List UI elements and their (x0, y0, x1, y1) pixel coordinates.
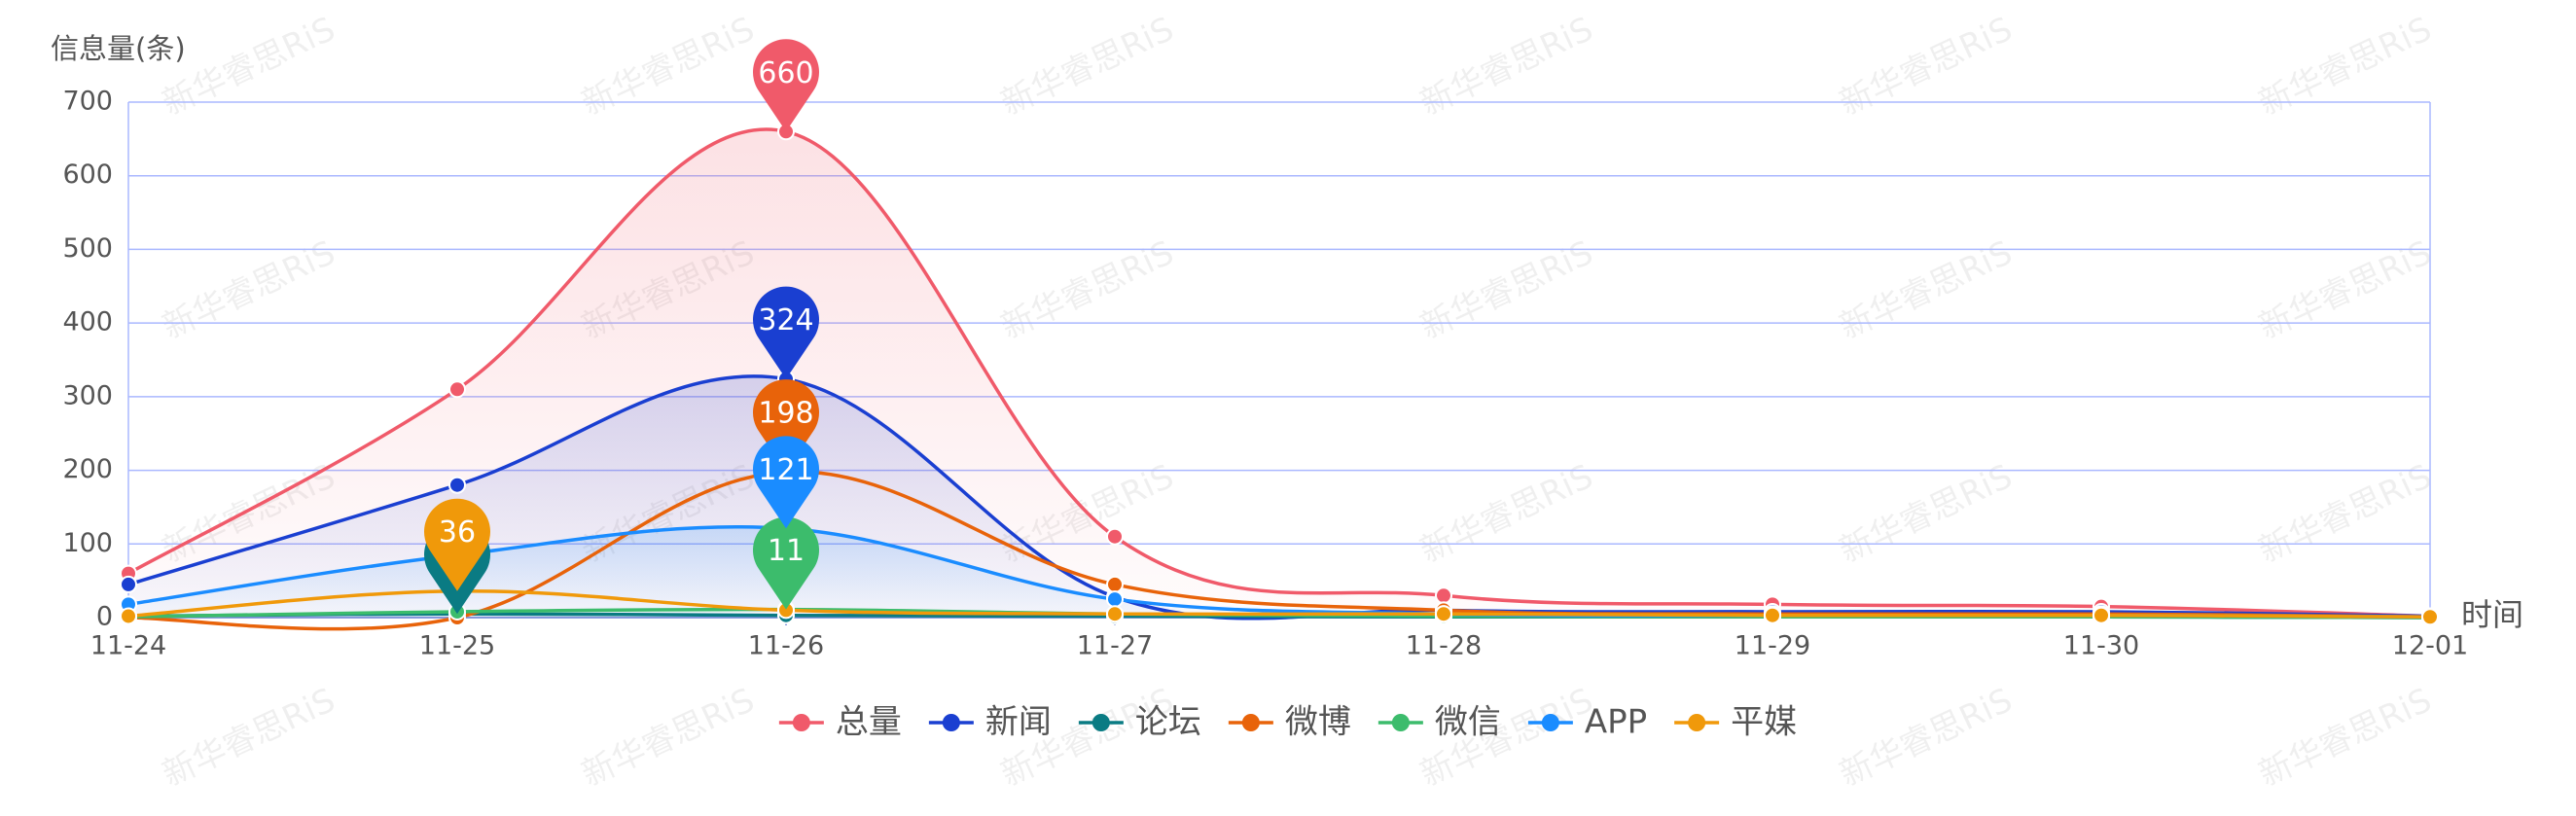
x-tick-label: 11-24 (90, 631, 166, 661)
legend-icon-dot (792, 714, 810, 731)
legend-label: 新闻 (985, 703, 1052, 742)
lines (127, 127, 2431, 631)
legend-label: 总量 (836, 703, 902, 742)
y-tick-label: 300 (62, 380, 113, 410)
x-tick-label: 11-26 (748, 631, 824, 661)
x-axis-name: 时间 (2461, 596, 2523, 633)
watermark: 新华睿思RiS (157, 10, 341, 124)
watermark: 新华睿思RiS (1834, 10, 2019, 124)
max-label: 121 (758, 453, 813, 487)
legend: 总量 新闻 论坛 微博 微信 APP 平媒 (778, 703, 1797, 742)
x-tick-label: 11-27 (1077, 631, 1153, 661)
legend-label: 微博 (1285, 703, 1351, 742)
legend-icon-dot (1391, 714, 1410, 731)
data-point (1764, 606, 1781, 624)
legend-label: 平媒 (1731, 703, 1797, 742)
legend-icon-dot (1091, 714, 1110, 731)
data-point (1435, 605, 1452, 623)
series-line (127, 588, 2431, 619)
data-point (1106, 527, 1124, 546)
watermark: 新华睿思RiS (2253, 457, 2438, 571)
watermark: 新华睿思RiS (1834, 681, 2019, 795)
watermark: 新华睿思RiS (1834, 233, 2019, 347)
watermark: 新华睿思RiS (576, 10, 761, 124)
watermark: 新华睿思RiS (2253, 10, 2438, 124)
watermark: 新华睿思RiS (1834, 457, 2019, 571)
max-label: 660 (758, 56, 813, 90)
y-tick-label: 400 (62, 307, 113, 337)
legend-icon-dot (942, 714, 960, 731)
data-point (2421, 608, 2439, 626)
watermark: 新华睿思RiS (157, 681, 341, 795)
watermark: 新华睿思RiS (2253, 233, 2438, 347)
legend-label: 微信 (1435, 703, 1501, 742)
max-pin (753, 286, 819, 379)
legend-item[interactable]: APP (1527, 703, 1647, 742)
legend-label: APP (1585, 703, 1647, 742)
series-line (127, 127, 2431, 619)
x-tick-label: 11-25 (419, 631, 495, 661)
max-pin (753, 516, 819, 610)
max-pin (753, 379, 820, 473)
max-pin (753, 39, 820, 132)
legend-icon-dot (1241, 714, 1260, 731)
legend-icon-dot (1688, 714, 1706, 731)
legend-item[interactable]: 平媒 (1674, 703, 1797, 742)
legend-icon-dot (1541, 714, 1559, 731)
y-tick-label: 500 (62, 233, 113, 264)
x-tick-label: 11-29 (1735, 631, 1810, 661)
data-point (448, 380, 466, 399)
data-point (1106, 605, 1124, 623)
areas (128, 129, 2430, 619)
data-point (1435, 586, 1452, 605)
legend-item[interactable]: 微博 (1228, 703, 1351, 742)
legend-item[interactable]: 论坛 (1078, 703, 1201, 742)
area (128, 526, 2430, 618)
watermark: 新华睿思RiS (576, 681, 761, 795)
legend-item[interactable]: 微信 (1377, 703, 1501, 742)
x-tick-label: 12-01 (2392, 631, 2468, 661)
legend-label: 论坛 (1135, 703, 1201, 742)
watermark: 新华睿思RiS (1414, 457, 1599, 571)
watermark: 新华睿思RiS (2253, 681, 2438, 795)
max-pin (753, 436, 820, 529)
data-point (1106, 575, 1124, 593)
y-tick-label: 700 (62, 87, 113, 117)
max-label: 198 (758, 397, 813, 431)
y-tick-label: 100 (62, 528, 113, 558)
y-axis-name: 信息量(条) (51, 32, 186, 65)
data-point (2093, 606, 2110, 624)
y-tick-label: 600 (62, 160, 113, 190)
watermark: 新华睿思RiS (1414, 233, 1599, 347)
max-label: 11 (768, 534, 805, 568)
y-tick-label: 0 (96, 602, 113, 632)
data-point (448, 476, 466, 494)
watermark: 新华睿思RiS (995, 233, 1180, 347)
max-label: 324 (758, 303, 813, 337)
watermark: 新华睿思RiS (1414, 10, 1599, 124)
x-tick-label: 11-30 (2063, 631, 2139, 661)
watermark: 新华睿思RiS (995, 10, 1180, 124)
x-tick-label: 11-28 (1406, 631, 1482, 661)
watermark: 新华睿思RiS (157, 233, 341, 347)
max-pin (424, 498, 490, 591)
legend-item[interactable]: 新闻 (928, 703, 1052, 742)
data-point (120, 607, 137, 625)
max-label: 36 (439, 515, 476, 550)
pins: 660 324 198 11 121 36 (424, 39, 820, 615)
y-tick-label: 200 (62, 454, 113, 484)
series-line (127, 374, 2431, 621)
data-point (120, 575, 137, 593)
data-point (1106, 590, 1124, 609)
legend-item[interactable]: 总量 (778, 703, 902, 742)
